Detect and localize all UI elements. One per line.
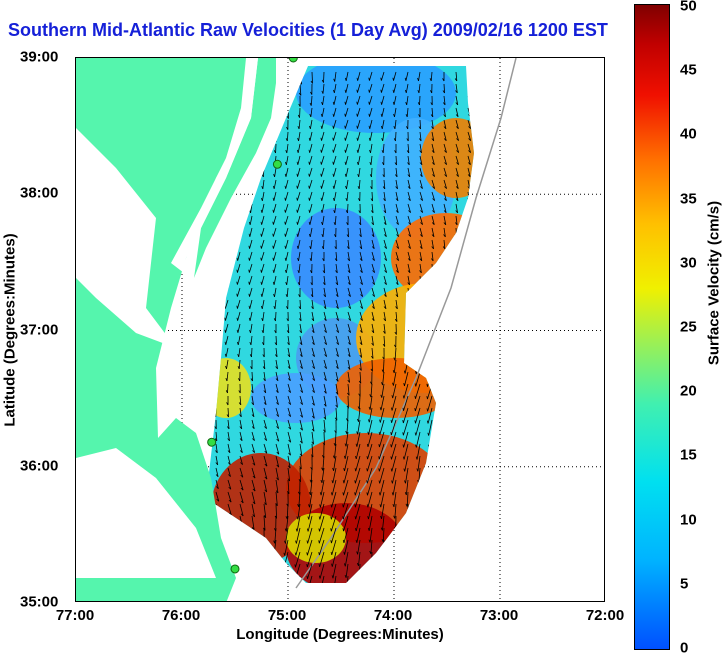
x-tick-label: 73:00 <box>479 607 519 624</box>
radar-station-marker[interactable] <box>230 564 240 574</box>
map-plot[interactable] <box>75 57 605 602</box>
colorbar <box>634 4 670 650</box>
radar-station-marker[interactable] <box>272 159 282 169</box>
colorbar-tick-label: 45 <box>680 61 697 79</box>
colorbar-tick-label: 0 <box>680 639 689 657</box>
radar-station-marker[interactable] <box>288 58 298 63</box>
y-tick-label: 37:00 <box>20 321 59 338</box>
velocity-map <box>76 58 604 601</box>
colorbar-label: Surface Velocity (cm/s) <box>705 200 723 366</box>
colorbar-tick-label: 35 <box>680 190 697 208</box>
colorbar-tick-label: 50 <box>680 0 697 15</box>
colorbar-tick-label: 5 <box>680 575 689 593</box>
x-tick-label: 76:00 <box>161 607 201 624</box>
y-tick-label: 39:00 <box>20 48 59 66</box>
x-axis-label: Longitude (Degrees:Minutes) <box>236 626 444 643</box>
chesapeake-bay <box>76 128 176 348</box>
shelf-break-contour <box>295 58 517 589</box>
y-tick-label: 38:00 <box>20 184 59 202</box>
radar-station-marker[interactable] <box>207 437 217 447</box>
y-tick-label: 35:00 <box>20 593 59 611</box>
map-title: Southern Mid-Atlantic Raw Velocities (1 … <box>8 20 608 40</box>
colorbar-tick-label: 30 <box>680 254 697 272</box>
colorbar-tick-label: 15 <box>680 446 697 464</box>
colorbar-tick-label: 20 <box>680 382 697 400</box>
land-delmarva <box>194 58 276 278</box>
colorbar-tick-label: 10 <box>680 511 697 529</box>
x-tick-label: 77:00 <box>55 607 95 624</box>
pamlico-sound <box>76 448 216 578</box>
colorbar-tick-label: 40 <box>680 125 697 143</box>
y-axis-label: Latitude (Degrees:Minutes) <box>1 233 19 427</box>
x-tick-label: 75:00 <box>267 607 307 624</box>
y-tick-label: 36:00 <box>20 457 59 475</box>
colorbar-tick-label: 25 <box>680 318 697 336</box>
x-tick-label: 72:00 <box>585 607 625 624</box>
x-tick-label: 74:00 <box>373 607 413 624</box>
